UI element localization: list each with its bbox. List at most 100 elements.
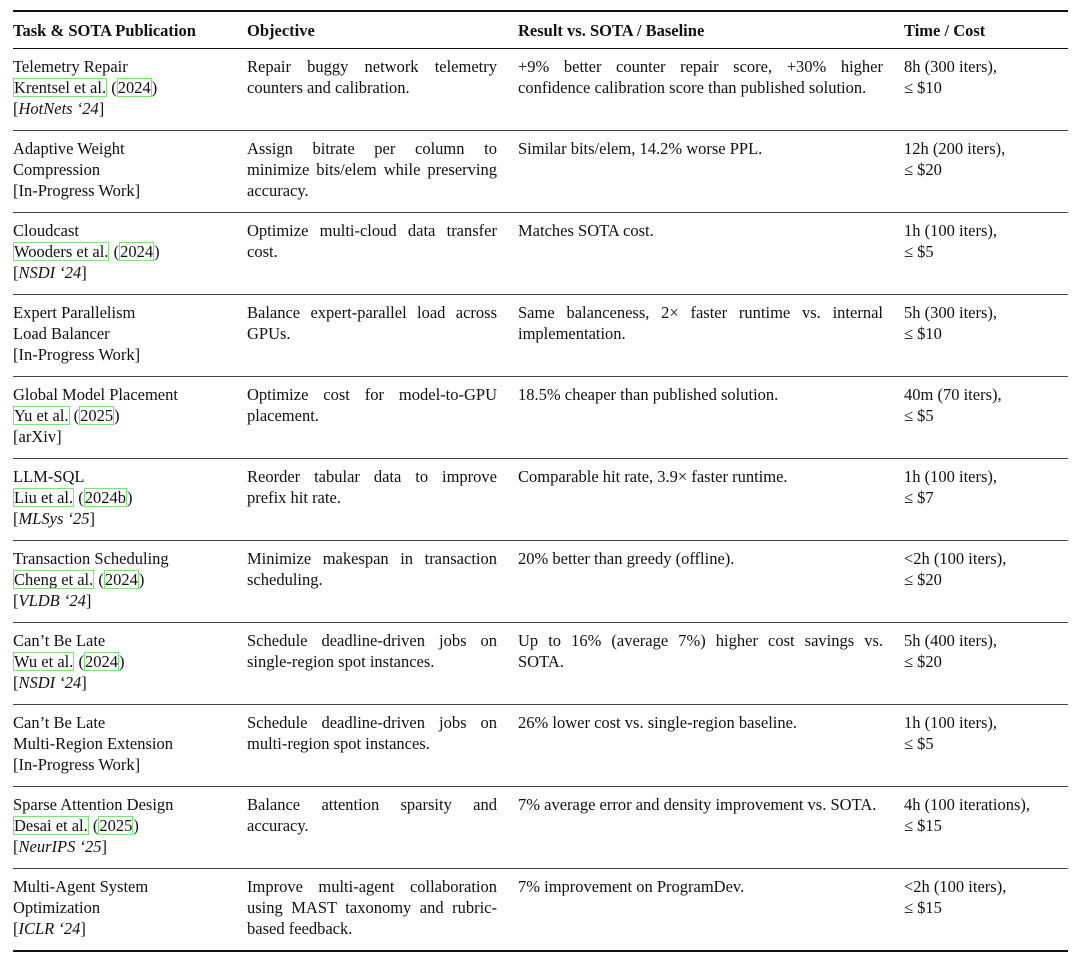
objective-text: Balance attention sparsity and accuracy. [247,795,497,835]
citation-author-link[interactable]: Krentsel et al. [13,78,108,97]
task-title: Cloudcast [13,221,79,240]
citation: Cheng et al. (2024) [13,570,145,589]
result-text: Similar bits/elem, 14.2% worse PPL. [518,139,763,158]
venue-name: arXiv [18,427,57,446]
venue: [NSDI ‘24] [13,263,87,282]
venue-name: VLDB ‘24 [18,591,86,610]
venue-name: In-Progress Work [18,345,135,364]
citation-author-link[interactable]: Cheng et al. [13,570,95,589]
result-cell: Comparable hit rate, 3.9× faster runtime… [518,459,904,541]
table-row: Transaction Scheduling Cheng et al. (2024… [13,541,1068,623]
venue: [In-Progress Work] [13,181,141,200]
task-title: Multi-Agent System [13,877,149,896]
cost-text: ≤ $10 [904,78,942,97]
table-row: Can’t Be Late Multi-Region Extension [In-P… [13,705,1068,787]
header-objective: Objective [247,20,315,40]
time-cost-cell: 1h (100 iters), ≤ $7 [904,459,1068,541]
venue: [NSDI ‘24] [13,673,87,692]
task-title: Multi-Region Extension [13,734,173,753]
task-title: Global Model Placement [13,385,178,404]
citation: Wooders et al. (2024) [13,242,160,261]
time-text: 1h (100 iters), [904,221,998,240]
citation-author-link[interactable]: Desai et al. [13,816,89,835]
citation-year-link[interactable]: 2024 [116,78,152,97]
citation-year-link[interactable]: 2025 [98,816,134,835]
cost-text: ≤ $15 [904,898,942,917]
header-time-cost: Time / Cost [904,20,986,40]
cost-text: ≤ $5 [904,242,934,261]
result-text: 20% better than greedy (offline). [518,549,735,568]
time-cost-cell: 40m (70 iters), ≤ $5 [904,377,1068,459]
task-cell: Cloudcast Wooders et al. (2024) [NSDI ‘24] [13,213,247,295]
result-cell: Matches SOTA cost. [518,213,904,295]
objective-text: Minimize makespan in transaction schedul… [247,549,497,589]
citation-year-link[interactable]: 2024 [103,570,139,589]
citation-year-link[interactable]: 2024b [83,488,127,507]
citation-author-link[interactable]: Wu et al. [13,652,75,671]
objective-cell: Improve multi-agent collaboration using … [247,869,518,951]
result-cell: Same balanceness, 2× faster runtime vs. … [518,295,904,377]
venue: [arXiv] [13,427,62,446]
venue-name: NeurIPS ‘25 [18,837,102,856]
citation-year-link[interactable]: 2024 [83,652,119,671]
result-cell: 26% lower cost vs. single-region baselin… [518,705,904,787]
table-row: Adaptive Weight Compression [In-Progress W… [13,131,1068,213]
result-text: Same balanceness, 2× faster runtime vs. … [518,303,883,343]
citation: Desai et al. (2025) [13,816,139,835]
citation-author-link[interactable]: Yu et al. [13,406,70,425]
result-cell: 18.5% cheaper than published solution. [518,377,904,459]
time-text: 8h (300 iters), [904,57,998,76]
venue-name: ICLR ‘24 [18,919,81,938]
result-text: Comparable hit rate, 3.9× faster runtime… [518,467,788,486]
objective-cell: Optimize multi-cloud data transfer cost. [247,213,518,295]
venue: [In-Progress Work] [13,755,141,774]
time-cost-cell: 4h (100 iterations), ≤ $15 [904,787,1068,869]
objective-cell: Reorder tabular data to improve prefix h… [247,459,518,541]
time-text: 40m (70 iters), [904,385,1002,404]
venue-name: In-Progress Work [18,755,135,774]
task-title: Can’t Be Late [13,631,106,650]
task-title: Can’t Be Late [13,713,106,732]
time-cost-cell: 12h (200 iters), ≤ $20 [904,131,1068,213]
objective-text: Reorder tabular data to improve prefix h… [247,467,497,507]
time-text: 5h (300 iters), [904,303,998,322]
table-row: Cloudcast Wooders et al. (2024) [NSDI ‘24]… [13,213,1068,295]
citation-author-link[interactable]: Wooders et al. [13,242,110,261]
objective-text: Schedule deadline-driven jobs on single-… [247,631,497,671]
task-title: Adaptive Weight [13,139,125,158]
venue-name: MLSys ‘25 [18,509,90,528]
result-cell: Up to 16% (average 7%) higher cost savin… [518,623,904,705]
results-table: Task & SOTA Publication Objective Result… [13,10,1068,952]
citation-year-link[interactable]: 2025 [79,406,115,425]
result-cell: 7% improvement on ProgramDev. [518,869,904,951]
citation-author-link[interactable]: Liu et al. [13,488,75,507]
objective-cell: Balance expert-parallel load across GPUs… [247,295,518,377]
header-task: Task & SOTA Publication [13,20,196,40]
time-cost-cell: 1h (100 iters), ≤ $5 [904,705,1068,787]
task-cell: Can’t Be Late Multi-Region Extension [In-P… [13,705,247,787]
citation: Krentsel et al. (2024) [13,78,158,97]
table-row: Global Model Placement Yu et al. (2025) [a… [13,377,1068,459]
citation: Yu et al. (2025) [13,406,120,425]
citation: Liu et al. (2024b) [13,488,133,507]
objective-text: Schedule deadline-driven jobs on multi-r… [247,713,497,753]
objective-text: Improve multi-agent collaboration using … [247,877,497,938]
objective-cell: Assign bitrate per column to minimize bi… [247,131,518,213]
objective-text: Repair buggy network telemetry counters … [247,57,497,97]
task-title: Load Balancer [13,324,110,343]
time-text: 1h (100 iters), [904,467,998,486]
task-cell: Can’t Be Late Wu et al. (2024) [NSDI ‘24] [13,623,247,705]
header-result: Result vs. SOTA / Baseline [518,20,705,40]
task-cell: Global Model Placement Yu et al. (2025) [a… [13,377,247,459]
table-row: Sparse Attention Design Desai et al. (202… [13,787,1068,869]
cost-text: ≤ $7 [904,488,934,507]
cost-text: ≤ $5 [904,734,934,753]
cost-text: ≤ $20 [904,652,942,671]
objective-text: Balance expert-parallel load across GPUs… [247,303,497,343]
objective-cell: Balance attention sparsity and accuracy. [247,787,518,869]
time-text: <2h (100 iters), [904,877,1007,896]
result-text: 26% lower cost vs. single-region baselin… [518,713,798,732]
citation-year-link[interactable]: 2024 [119,242,155,261]
task-cell: Adaptive Weight Compression [In-Progress W… [13,131,247,213]
task-cell: Multi-Agent System Optimization [ICLR ‘24] [13,869,247,951]
